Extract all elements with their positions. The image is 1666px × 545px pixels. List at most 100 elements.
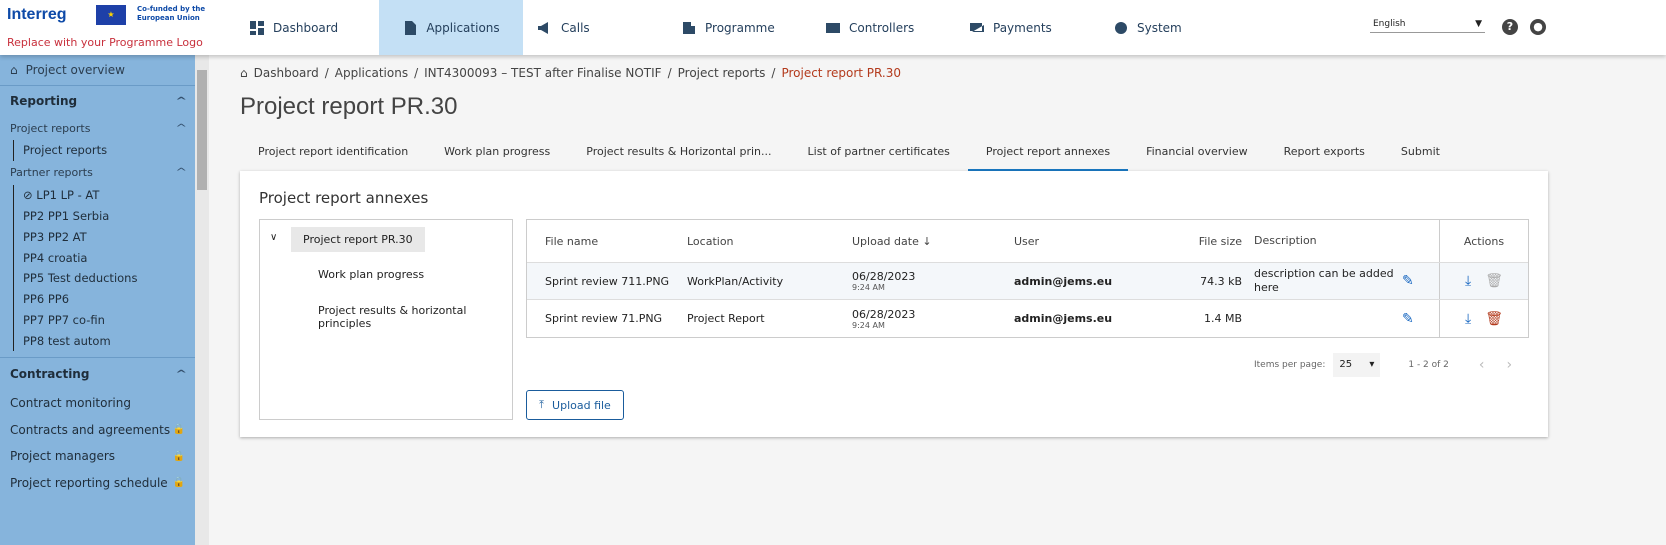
label: Calls <box>561 20 590 35</box>
upload-file-button[interactable]: ⤒ Upload file <box>526 390 624 420</box>
sidebar-item-partner[interactable]: PP3 PP2 AT <box>14 226 195 247</box>
sort-desc-icon: ↓ <box>922 234 932 248</box>
nav-programme[interactable]: Programme <box>667 0 811 55</box>
nav-payments[interactable]: Payments <box>955 0 1099 55</box>
nav-controllers[interactable]: Controllers <box>811 0 955 55</box>
chevron-down-icon[interactable]: ∨ <box>270 232 278 243</box>
next-page-icon[interactable]: › <box>1506 357 1513 373</box>
section-partner-reports[interactable]: Partner reports ^ <box>0 161 195 185</box>
sidebar-item-contracting[interactable]: Contracts and agreements 🔒 <box>0 417 195 444</box>
delete-icon[interactable]: 🗑 <box>1485 310 1503 327</box>
tab[interactable]: Financial overview <box>1146 145 1248 158</box>
sidebar-item-partner[interactable]: PP7 PP7 co-fin <box>14 310 195 331</box>
label: PP5 Test deductions <box>23 271 138 286</box>
col-upload-date[interactable]: Upload date ↓ <box>852 235 1014 248</box>
table-row[interactable]: Sprint review 711.PNG WorkPlan/Activity 0… <box>527 263 1528 300</box>
sidebar-item-partner[interactable]: PP4 croatia <box>14 247 195 268</box>
user: admin@jems.eu <box>1014 274 1113 288</box>
sidebar-item-partner[interactable]: PP5 Test deductions <box>14 268 195 289</box>
label: Project managers <box>10 449 116 464</box>
label: Applications <box>426 20 500 35</box>
nav-calls[interactable]: Calls <box>523 0 667 55</box>
time: 9:24 AM <box>852 320 885 330</box>
inactive-partner-icon: ⊘ <box>23 188 37 203</box>
label: Project reporting schedule <box>10 475 168 490</box>
interreg-logo: Interreg <box>7 6 67 23</box>
home-icon: ⌂ <box>240 66 248 80</box>
building-icon <box>683 21 695 34</box>
annexes-card: Project report annexes ∨ Project report … <box>240 171 1548 437</box>
help-icon[interactable]: ? <box>1502 19 1518 35</box>
sidebar-item-contracting[interactable]: Contract monitoring <box>0 390 195 417</box>
annex-tree: ∨ Project report PR.30 Work plan progres… <box>259 219 513 420</box>
col-user[interactable]: User <box>1014 234 1040 248</box>
sidebar-item-contracting[interactable]: Project reporting schedule 🔒 <box>0 470 195 497</box>
nav-applications[interactable]: Applications <box>379 0 523 55</box>
label: Reporting <box>10 94 78 108</box>
label: PP6 PP6 <box>23 292 70 307</box>
dropdown-icon: ▼ <box>1475 19 1482 29</box>
dropdown-icon: ▾ <box>1369 359 1375 370</box>
edit-icon[interactable]: ✎ <box>1402 273 1414 289</box>
megaphone-icon <box>538 21 548 34</box>
sidebar-item-partner[interactable]: PP2 PP1 Serbia <box>14 206 195 227</box>
items-per-page-select[interactable]: 25 ▾ <box>1333 353 1381 377</box>
eu-flag-icon: ★ <box>96 5 126 25</box>
user: admin@jems.eu <box>1014 312 1113 325</box>
dashboard-icon <box>250 20 264 35</box>
nav-system[interactable]: System <box>1099 0 1243 55</box>
breadcrumb: ⌂ Dashboard / Applications / INT4300093 – TES… <box>240 66 901 80</box>
download-icon[interactable]: ⤓ <box>1465 273 1472 289</box>
section-reporting[interactable]: Reporting ^ <box>0 86 195 116</box>
tab[interactable]: Project report annexes <box>967 135 1129 171</box>
page-title: Project report PR.30 <box>240 93 458 120</box>
edit-icon[interactable]: ✎ <box>1402 310 1414 327</box>
language-select[interactable]: English ▼ <box>1370 16 1485 33</box>
nav-dashboard[interactable]: Dashboard <box>235 0 379 55</box>
checklist-icon <box>826 22 840 33</box>
sidebar-scrollbar[interactable] <box>195 55 209 545</box>
col-location[interactable]: Location <box>687 234 734 248</box>
sidebar-item-partner[interactable]: PP8 test autom <box>14 330 195 351</box>
file-name: Sprint review 711.PNG <box>545 274 670 288</box>
breadcrumb-item[interactable]: Project reports <box>677 66 766 80</box>
prev-page-icon[interactable]: ‹ <box>1478 357 1485 373</box>
items-per-page-label: Items per page: <box>1254 360 1326 370</box>
breadcrumb-item[interactable]: Applications <box>334 66 409 80</box>
tree-node-root[interactable]: Project report PR.30 <box>291 227 425 252</box>
sidebar-item-project-reports[interactable]: Project reports <box>23 143 108 158</box>
tab[interactable]: Project results & Horizontal prin... <box>586 145 772 158</box>
sidebar-item-partner[interactable]: PP6 PP6 <box>14 289 195 310</box>
tree-node[interactable]: Project results & horizontal principles <box>318 304 467 330</box>
label: Upload date <box>852 234 919 248</box>
col-description: Description <box>1254 234 1317 247</box>
section-title: Project report annexes <box>259 189 429 207</box>
chevron-up-icon: ^ <box>174 95 187 107</box>
location: Project Report <box>687 312 765 325</box>
account-icon[interactable]: ● <box>1530 19 1546 35</box>
col-actions: Actions <box>1439 220 1528 262</box>
date: 06/28/2023 <box>852 307 916 321</box>
breadcrumb-item[interactable]: INT4300093 – TEST after Finalise NOTIF <box>424 66 662 80</box>
sidebar-item-partner[interactable]: ⊘ LP1 LP - AT <box>14 185 195 206</box>
tab[interactable]: List of partner certificates <box>807 145 950 158</box>
tab[interactable]: Work plan progress <box>444 145 551 158</box>
page-range: 1 - 2 of 2 <box>1408 360 1449 370</box>
col-file-name[interactable]: File name <box>545 234 599 248</box>
tab[interactable]: Submit <box>1400 145 1440 158</box>
payments-icon <box>970 22 984 32</box>
tree-node[interactable]: Work plan progress <box>318 268 425 281</box>
sidebar-item-contracting[interactable]: Project managers 🔒 <box>0 443 195 470</box>
separator: / <box>324 66 329 80</box>
section-project-reports[interactable]: Project reports ^ <box>0 116 195 140</box>
cofund-text: Co-funded by the European Union <box>137 5 206 22</box>
section-contracting[interactable]: Contracting ^ <box>0 358 195 390</box>
sidebar-item-project-overview[interactable]: ⌂ Project overview <box>0 55 195 85</box>
download-icon[interactable]: ⤓ <box>1465 310 1472 327</box>
table-row[interactable]: Sprint review 71.PNG Project Report 06/28… <box>527 300 1528 337</box>
col-file-size[interactable]: File size <box>1198 234 1242 248</box>
separator: / <box>771 66 776 80</box>
breadcrumb-item[interactable]: Dashboard <box>253 66 319 80</box>
tab[interactable]: Report exports <box>1283 145 1365 158</box>
tab[interactable]: Project report identification <box>258 145 409 158</box>
